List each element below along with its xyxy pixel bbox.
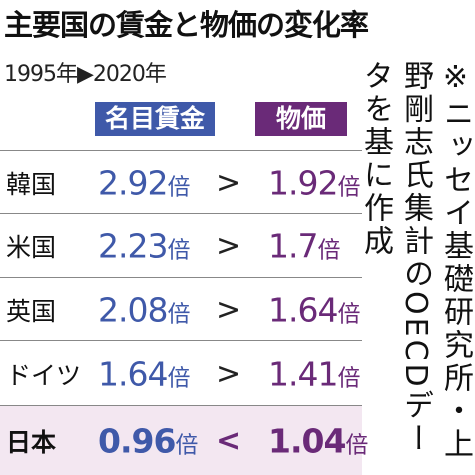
unit: 倍 <box>167 301 191 327</box>
unit: 倍 <box>317 237 341 264</box>
unit: 倍 <box>337 365 361 391</box>
table-row: 韓国 2.92倍 >1.92倍 <box>0 150 362 214</box>
comparator: > <box>216 356 242 391</box>
wage-value: 1.64 <box>98 354 168 393</box>
table-row: 英国 2.08倍 >1.64倍 <box>0 277 362 341</box>
country: 英国 <box>6 296 57 326</box>
comparator: > <box>216 292 242 327</box>
price-value: 1.64 <box>268 290 338 329</box>
table-row: 米国 2.23倍 >1.7倍 <box>0 213 362 278</box>
wage-cell: 1.64倍 <box>98 354 190 393</box>
country: 韓国 <box>6 169 57 199</box>
price-cell: 1.04倍 <box>268 422 368 461</box>
wage-cell: 2.08倍 <box>98 290 190 329</box>
wage-cell: 2.92倍 <box>98 163 190 202</box>
title: 主要国の賃金と物価の変化率 <box>4 8 369 42</box>
price-value: 1.92 <box>268 163 338 202</box>
wage-cell: 0.96倍 <box>98 422 198 461</box>
price-value: 1.7 <box>268 226 318 266</box>
country: 米国 <box>6 233 57 262</box>
comparator: > <box>216 228 242 264</box>
table-row: 日本 0.96倍 <1.04倍 <box>0 405 368 475</box>
comparator: > <box>216 165 242 200</box>
unit: 倍 <box>167 237 191 264</box>
unit: 倍 <box>175 432 199 459</box>
wage-value: 2.23 <box>98 226 168 266</box>
subtitle: 1995年▶2020年 <box>4 62 167 87</box>
column-header: 物価 <box>255 102 347 136</box>
price-cell: 1.41倍 <box>268 354 360 393</box>
wage-value: 0.96 <box>98 421 176 461</box>
source-note: ※ニッセイ基礎研究所・上野剛志氏集計のOECDデータを基に作成 <box>358 60 473 461</box>
unit: 倍 <box>167 174 191 200</box>
wage-value: 2.08 <box>98 290 168 329</box>
unit: 倍 <box>167 365 191 391</box>
wage-cell: 2.23倍 <box>98 227 190 266</box>
price-value: 1.41 <box>268 354 338 393</box>
price-cell: 1.92倍 <box>268 163 360 202</box>
unit: 倍 <box>337 301 361 327</box>
country: 日本 <box>6 428 57 457</box>
column-header: 名目賃金 <box>95 102 215 136</box>
price-cell: 1.7倍 <box>268 227 340 266</box>
wage-value: 2.92 <box>98 163 168 202</box>
unit: 倍 <box>345 432 369 459</box>
country: ドイツ <box>6 360 82 390</box>
table-row: ドイツ 1.64倍 >1.41倍 <box>0 340 362 406</box>
comparator: < <box>216 423 242 459</box>
unit: 倍 <box>337 174 361 200</box>
price-value: 1.04 <box>268 421 346 461</box>
price-cell: 1.64倍 <box>268 290 360 329</box>
